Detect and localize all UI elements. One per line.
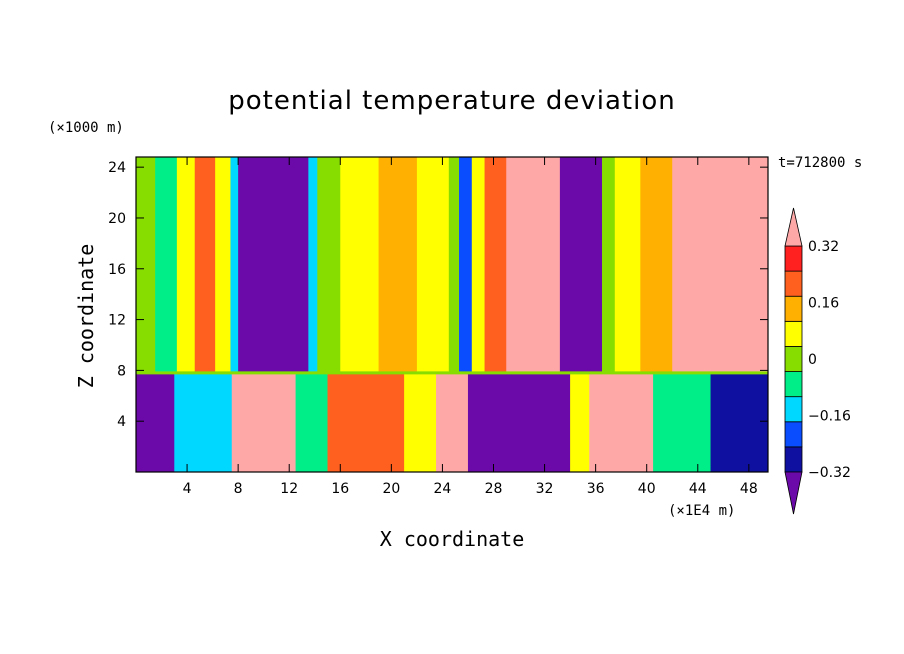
upper-contour-band-6 (238, 157, 309, 373)
colorbar-label: 0.32 (808, 239, 839, 255)
upper-contour-band-12 (448, 157, 460, 373)
colorbar-box (784, 371, 803, 398)
y-tick-label: 8 (117, 363, 126, 379)
x-tick-label: 24 (434, 481, 452, 497)
upper-contour-band-10 (378, 157, 418, 373)
lower-contour-band-2 (231, 372, 297, 472)
x-tick-label: 36 (587, 481, 605, 497)
lower-contour-band-0 (136, 372, 175, 472)
upper-contour-band-0 (136, 157, 156, 373)
chart-title: potential temperature deviation (228, 86, 676, 116)
time-label: t=712800 s (778, 155, 863, 171)
colorbar-box (784, 320, 803, 347)
colorbar-box (784, 270, 803, 297)
colorbar-box (784, 245, 803, 272)
colorbar-bottom-arrow (784, 471, 803, 515)
x-axis-unit: (×1E4 m) (668, 503, 736, 519)
x-tick-label: 28 (485, 481, 503, 497)
x-tick-label: 4 (183, 481, 192, 497)
colorbar: 0.32 0.16 0 −0.16 −0.32 (784, 207, 851, 515)
lower-contour-band-11 (710, 372, 769, 472)
lower-contour-band-6 (436, 372, 469, 472)
upper-contour-band-2 (176, 157, 196, 373)
x-axis-ticks: 4 8 12 16 20 24 28 32 36 40 44 48 (183, 157, 758, 497)
upper-contour-band-3 (194, 157, 216, 373)
upper-contour-band-18 (559, 157, 603, 373)
upper-contour-band-17 (538, 157, 561, 373)
x-tick-label: 40 (638, 481, 656, 497)
upper-contour-band-14 (471, 157, 486, 373)
upper-contour-band-13 (459, 157, 473, 373)
x-tick-label: 8 (234, 481, 243, 497)
lower-contour-band-7 (467, 372, 571, 472)
upper-contour-band-5 (230, 157, 239, 373)
colorbar-top-arrow (784, 207, 803, 247)
x-tick-label: 48 (740, 481, 758, 497)
upper-contour-band-9 (340, 157, 380, 373)
y-axis-ticks: 4 8 12 16 20 24 (108, 160, 768, 430)
lower-contour-band-5 (404, 372, 437, 472)
plot-frame (135, 156, 769, 473)
x-axis-label: X coordinate (379, 527, 525, 551)
upper-contour-band-1 (155, 157, 178, 373)
x-tick-label: 12 (280, 481, 298, 497)
contour-fill (136, 157, 769, 472)
colorbar-label: −0.16 (808, 409, 851, 425)
upper-contour-band-11 (416, 157, 450, 373)
colorbar-label: 0 (808, 352, 817, 368)
y-tick-label: 12 (108, 313, 126, 329)
colorbar-box (784, 396, 803, 423)
lower-contour-band-3 (295, 372, 329, 472)
x-tick-label: 16 (331, 481, 349, 497)
y-tick-label: 4 (117, 414, 126, 430)
upper-contour-band-7 (308, 157, 318, 373)
colorbar-box (784, 446, 803, 473)
x-tick-label: 20 (382, 481, 400, 497)
colorbar-label: 0.16 (808, 296, 839, 312)
x-tick-label: 32 (536, 481, 554, 497)
upper-contour-band-23 (691, 157, 769, 373)
y-tick-label: 20 (108, 211, 126, 227)
upper-contour-band-19 (602, 157, 616, 373)
colorbar-box (784, 346, 803, 372)
lower-contour-band-10 (653, 372, 712, 472)
colorbar-box (784, 295, 803, 322)
upper-contour-band-20 (614, 157, 641, 373)
upper-contour-band-22 (672, 157, 692, 373)
z-axis-unit: (×1000 m) (48, 120, 124, 136)
lower-contour-band-4 (327, 372, 405, 472)
x-tick-label: 44 (689, 481, 707, 497)
upper-contour-band-16 (506, 157, 539, 373)
upper-contour-band-8 (317, 157, 341, 373)
upper-contour-band-21 (640, 157, 673, 373)
upper-contour-band-15 (484, 157, 507, 373)
lower-contour-band-8 (570, 372, 590, 472)
upper-contour-band-4 (215, 157, 231, 373)
lower-contour-band-9 (589, 372, 654, 472)
y-tick-label: 24 (108, 160, 126, 176)
colorbar-label: −0.32 (808, 465, 851, 481)
lower-contour-band-1 (174, 372, 233, 472)
colorbar-box (784, 421, 803, 448)
y-tick-label: 16 (108, 262, 126, 278)
